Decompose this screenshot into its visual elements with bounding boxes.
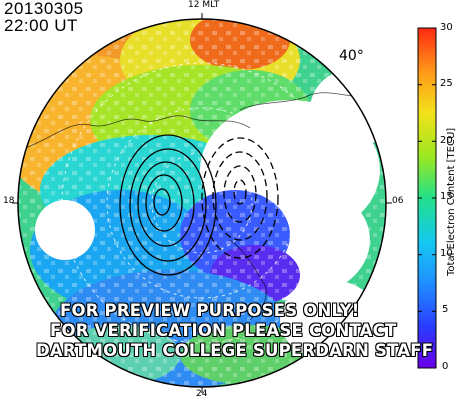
- colorbar-tick-20: 20: [440, 135, 453, 146]
- contour-dawn-3: [223, 165, 257, 223]
- contour-dawn-4: [233, 179, 247, 205]
- date-label: 20130305: [4, 0, 84, 18]
- colorbar-tick-10: 10: [440, 248, 453, 259]
- watermark-line-3: DARTMOUTH COLLEGE SUPERDARN STAFF: [36, 341, 434, 360]
- contour-dusk-5: [153, 188, 171, 216]
- colorbar-tick-15: 15: [440, 191, 453, 202]
- mlt-label-left: 18: [3, 196, 15, 206]
- time-label: 22:00 UT: [4, 16, 78, 35]
- contour-dawn-1: [201, 137, 279, 259]
- colorbar-ticks: [418, 27, 436, 369]
- latitude-label: 40°: [339, 48, 364, 64]
- contour-dusk-4: [145, 174, 183, 232]
- watermark-line-1: FOR PREVIEW PURPOSES ONLY!: [60, 301, 360, 320]
- contour-dusk-2: [129, 148, 207, 262]
- convection-contours: [119, 134, 279, 276]
- mlt-label-bottom: 24: [196, 389, 208, 399]
- colorbar-title: Total Electron Content [TECU]: [446, 127, 457, 276]
- colorbar-tick-5: 5: [442, 304, 449, 315]
- mlt-label-top: 12 MLT: [188, 0, 220, 10]
- colorbar-tick-30: 30: [440, 22, 453, 33]
- watermark-line-2: FOR VERIFICATION PLEASE CONTACT: [50, 321, 397, 340]
- contour-dawn-2: [212, 151, 268, 241]
- colorbar-tick-25: 25: [440, 78, 453, 89]
- mlt-label-right: 06: [392, 196, 404, 206]
- contour-dusk-3: [137, 161, 195, 247]
- colorbar-tick-0: 0: [442, 361, 449, 372]
- contour-dusk-1: [119, 134, 217, 276]
